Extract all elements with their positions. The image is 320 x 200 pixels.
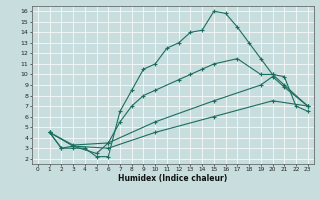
X-axis label: Humidex (Indice chaleur): Humidex (Indice chaleur)	[118, 174, 228, 183]
